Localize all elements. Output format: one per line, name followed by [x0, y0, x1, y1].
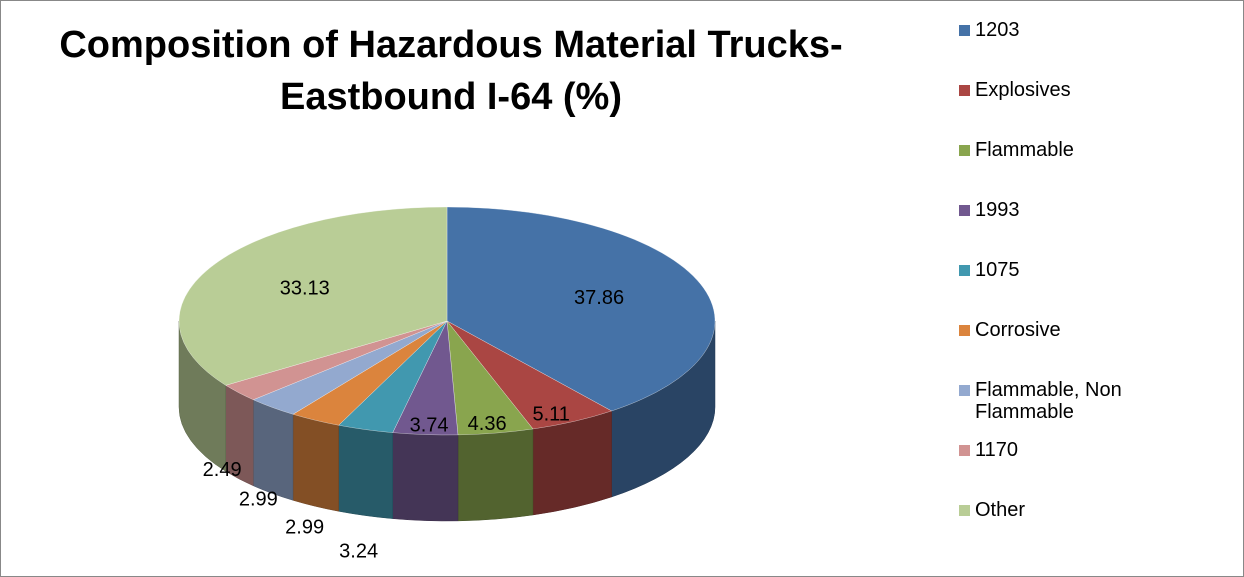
data-label: 5.11 — [532, 404, 569, 426]
legend-swatch — [959, 25, 970, 36]
legend-swatch — [959, 325, 970, 336]
slice-side — [392, 432, 459, 522]
legend-swatch — [959, 145, 970, 156]
data-label: 2.99 — [239, 489, 278, 511]
data-label: 4.36 — [468, 413, 507, 435]
data-label: 2.49 — [203, 459, 242, 481]
legend-label: 1075 — [975, 259, 1020, 281]
legend-label: Flammable — [975, 139, 1074, 161]
data-label: 37.86 — [574, 287, 624, 309]
legend-label: Corrosive — [975, 319, 1061, 341]
slice-side — [457, 428, 534, 522]
legend-label: 1203 — [975, 19, 1020, 41]
chart-title: Composition of Hazardous Material Trucks… — [59, 24, 843, 118]
legend-item: Corrosive — [959, 319, 1209, 379]
data-label: 2.99 — [285, 516, 324, 538]
data-label: 3.24 — [339, 541, 378, 563]
legend-item: 1075 — [959, 259, 1209, 319]
legend-item: Flammable, Non Flammable — [959, 379, 1209, 439]
legend-label: Flammable, Non Flammable — [975, 379, 1122, 423]
legend: 1203 Explosives Flammable 1993 1075 Corrosive… — [959, 19, 1209, 559]
legend-item: 1170 — [959, 439, 1209, 499]
slice-side — [338, 424, 393, 519]
legend-swatch — [959, 385, 970, 396]
legend-item: Other — [959, 499, 1209, 559]
slice — [178, 206, 448, 386]
legend-item: Explosives — [959, 79, 1209, 139]
legend-item: 1203 — [959, 19, 1209, 79]
legend-swatch — [959, 445, 970, 456]
legend-label: Explosives — [975, 79, 1071, 101]
data-label: 3.74 — [410, 414, 449, 436]
legend-item: Flammable — [959, 139, 1209, 199]
legend-swatch — [959, 265, 970, 276]
pie-area: 37.86 5.11 4.36 3.74 3.24 2.99 2.99 2.49 33.13 — [178, 206, 716, 563]
legend-swatch — [959, 85, 970, 96]
legend-swatch — [959, 505, 970, 516]
legend-swatch — [959, 205, 970, 216]
legend-label: Other — [975, 499, 1026, 521]
legend-item: 1993 — [959, 199, 1209, 259]
slice — [446, 206, 716, 412]
legend-label: 1993 — [975, 199, 1020, 221]
pie-sides — [178, 320, 716, 522]
slice-side — [252, 399, 294, 501]
slice-side — [292, 413, 339, 512]
legend-label: 1170 — [975, 439, 1019, 461]
data-label: 33.13 — [280, 277, 330, 299]
